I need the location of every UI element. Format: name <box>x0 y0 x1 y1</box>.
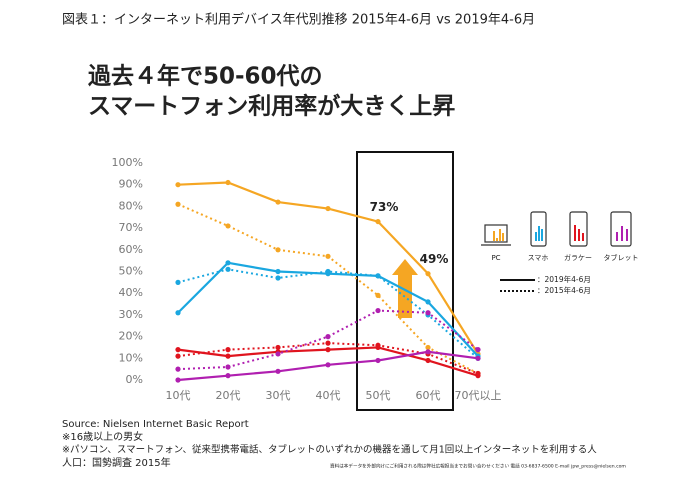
point <box>225 223 231 229</box>
legend-label: タブレット <box>604 253 639 262</box>
point <box>175 377 181 383</box>
point <box>325 268 331 275</box>
point <box>425 344 431 351</box>
point <box>475 370 481 377</box>
series-line <box>177 309 479 371</box>
point <box>225 353 231 359</box>
legend-swatch <box>538 226 540 241</box>
point <box>425 271 431 277</box>
legend-swatch <box>499 229 501 241</box>
point <box>225 347 231 353</box>
point <box>175 347 181 353</box>
y-tick-label: 30% <box>119 308 143 321</box>
point <box>325 347 331 353</box>
y-tick-label: 0% <box>126 373 143 386</box>
x-tick-label: 30代 <box>266 389 291 402</box>
footer: 資料は本データを外部向けにご利用される際は弊社広報担当までお問い合わせください … <box>330 463 626 470</box>
point <box>275 268 281 275</box>
point <box>175 201 181 207</box>
point <box>275 199 281 205</box>
point <box>275 351 281 357</box>
y-tick-label: 100% <box>112 156 143 169</box>
y-tick-label: 90% <box>119 178 143 191</box>
point <box>225 179 231 186</box>
legend-swatch <box>626 229 628 241</box>
legend-swatch <box>616 232 618 241</box>
y-tick-label: 10% <box>119 351 143 364</box>
point <box>375 357 381 364</box>
point <box>325 362 331 368</box>
value-label: 73% <box>370 200 399 214</box>
point <box>375 342 381 348</box>
point <box>225 260 231 266</box>
point <box>375 307 381 314</box>
point <box>225 266 231 272</box>
value-label: 49% <box>420 252 449 266</box>
point <box>325 205 331 212</box>
note: ※パソコン、スマートフォン、従来型携帯電話、タブレットのいずれかの機器を通して月… <box>62 444 597 456</box>
legend-label: PC <box>491 254 500 262</box>
legend-swatch <box>496 238 498 241</box>
legend-swatch <box>621 226 623 241</box>
point <box>325 253 331 259</box>
legend-swatch <box>502 233 504 241</box>
x-tick-label: 20代 <box>216 389 241 402</box>
point <box>225 373 231 379</box>
point <box>175 182 181 188</box>
legend-swatch <box>535 232 537 241</box>
point <box>175 366 181 372</box>
chart-title: 図表１：インターネット利用デバイス年代別推移 2015年4-6月 vs 2019… <box>62 12 535 28</box>
note: ※16歳以上の男女 <box>62 430 143 443</box>
y-tick-label: 50% <box>119 265 143 278</box>
y-tick-label: 60% <box>119 243 143 256</box>
x-tick-label: 40代 <box>316 389 341 402</box>
point <box>475 355 481 361</box>
x-tick-label: 70代以上 <box>455 389 502 402</box>
point <box>175 353 181 359</box>
point <box>325 340 331 346</box>
legend-label: ガラケー <box>564 253 592 262</box>
headline: スマートフォン利用率が大きく上昇 <box>88 93 455 120</box>
highlight-box <box>356 151 454 411</box>
note: Source: Nielsen Internet Basic Report <box>62 419 249 430</box>
point <box>175 310 181 316</box>
legend-swatch <box>493 231 495 241</box>
legend-label: ：2019年4-6月 <box>537 274 591 284</box>
legend-swatch <box>578 229 580 241</box>
y-tick-label: 80% <box>119 199 143 212</box>
point <box>425 310 431 316</box>
y-tick-label: 20% <box>119 330 143 343</box>
legend-swatch <box>574 225 576 241</box>
up-arrow <box>392 259 418 318</box>
point <box>275 344 281 351</box>
device-icons <box>481 211 632 247</box>
point <box>425 357 431 364</box>
point <box>425 349 431 355</box>
point <box>425 299 431 305</box>
point <box>375 218 381 225</box>
point <box>375 292 381 298</box>
point <box>275 275 281 281</box>
legend-swatch <box>582 233 584 241</box>
point <box>275 247 281 253</box>
x-tick-label: 50代 <box>366 389 391 402</box>
point <box>275 368 281 374</box>
point <box>225 364 231 370</box>
point <box>375 273 381 279</box>
x-tick-label: 10代 <box>166 389 191 402</box>
headline: 過去４年で50-60代の <box>88 63 323 90</box>
legend-label: ：2015年4-6月 <box>537 285 591 295</box>
note: 人口：国勢調査 2015年 <box>62 456 171 469</box>
legend-label: スマホ <box>528 254 549 262</box>
point <box>175 279 181 285</box>
legend-swatch <box>541 229 543 241</box>
point <box>325 334 331 340</box>
point <box>475 347 481 353</box>
x-tick-label: 60代 <box>416 389 441 402</box>
y-tick-label: 40% <box>119 286 143 299</box>
y-tick-label: 70% <box>119 221 143 234</box>
